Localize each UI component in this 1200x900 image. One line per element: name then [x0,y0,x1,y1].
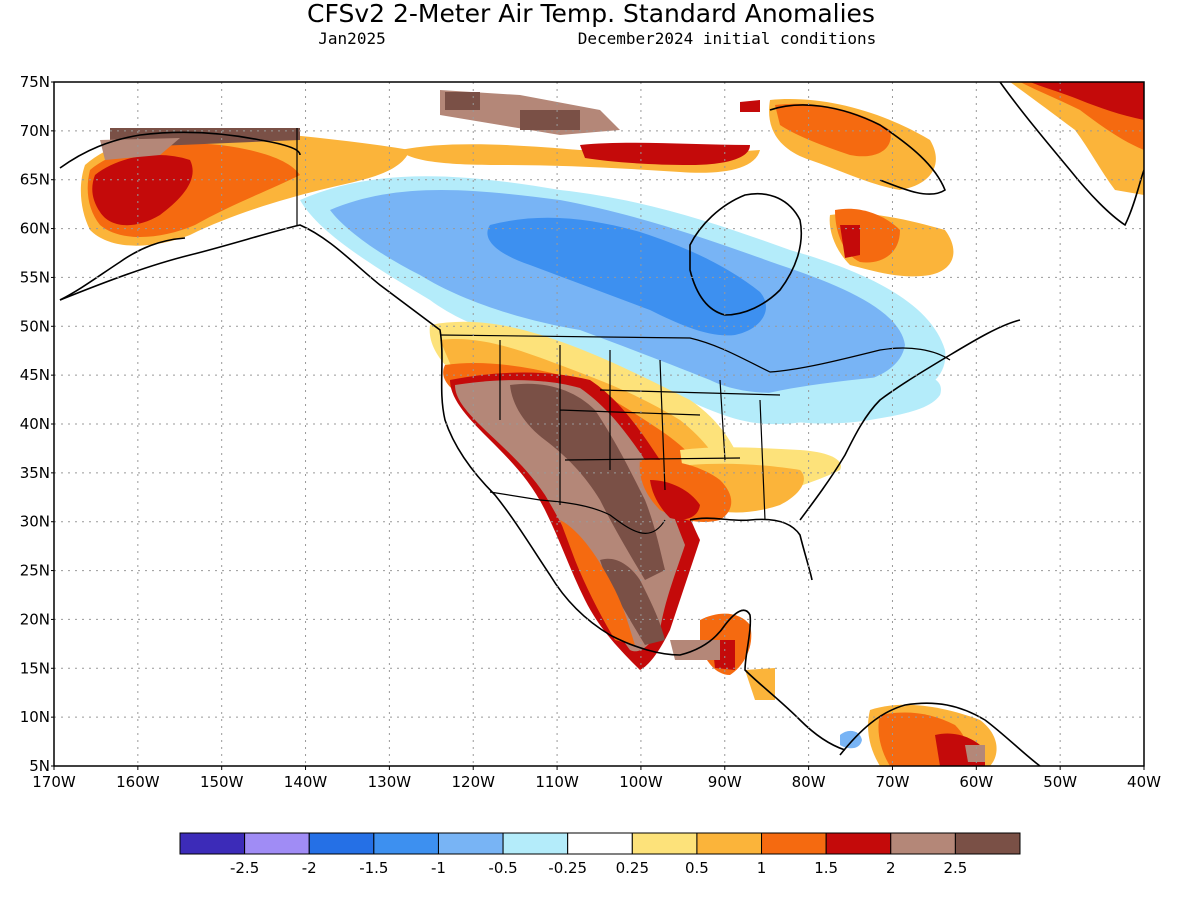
colorbar-tick-label: -1 [431,859,446,877]
map-panel: 75N 70N 65N 60N 55N 50N 45N 40N 35N 30N 25N 20N 15N 1… [20,73,1161,791]
longitude-tick-label: 160W [116,773,160,791]
colorbar-tick-label: -2.5 [230,859,259,877]
colorbar-tick-label: 2.5 [943,859,967,877]
warm-anomaly-region [520,110,580,130]
greenland-coastline [999,82,1144,227]
longitude-tick-label: 140W [284,773,328,791]
colorbar-swatch [244,832,310,855]
latitude-tick-label: 15N [20,659,50,677]
latitude-axis: 75N 70N 65N 60N 55N 50N 45N 40N 35N 30N 25N 20N 15N 1… [20,73,54,775]
political-borders [296,128,951,534]
colorbar-swatch [825,832,892,855]
colorbar-tick-label: 2 [886,859,896,877]
longitude-tick-label: 80W [792,773,826,791]
colorbar-tick-label: -0.5 [488,859,517,877]
warm-anomaly-region [560,520,635,645]
south-america-coastline [839,702,1041,766]
longitude-tick-label: 40W [1127,773,1161,791]
longitude-tick-label: 90W [708,773,742,791]
warm-anomaly-region [840,225,860,258]
colorbar-tick-label: 0.25 [616,859,649,877]
us-state-lines [499,340,781,521]
latitude-tick-label: 40N [20,415,50,433]
colorbar-tick-label: -2 [302,859,317,877]
colorbar-tick-label: 1 [757,859,767,877]
warm-anomaly-region [580,142,750,165]
latitude-tick-label: 50N [20,317,50,335]
cold-anomaly-region [487,217,766,336]
colorbar-swatch [954,832,1021,855]
cold-anomaly-region [756,374,941,424]
warm-anomaly-region [400,144,760,173]
hudson-bay-coastline [689,193,803,316]
latitude-tick-label: 10N [20,708,50,726]
colorbar-tick-label: -1.5 [359,859,388,877]
warm-anomaly-region [965,745,985,762]
colorbar-swatch [567,832,633,855]
colorbar-swatch [631,832,698,855]
longitude-tick-label: 70W [876,773,910,791]
longitude-tick-label: 100W [619,773,663,791]
warm-anomaly-region [740,100,760,112]
warm-anomaly-region [445,92,480,110]
coastlines [59,82,1144,766]
colorbar-tick-label: -0.25 [548,859,587,877]
colorbar-swatch [890,832,956,855]
latitude-tick-label: 20N [20,610,50,628]
alaska-coastline [59,131,301,301]
colorbar-swatch [373,832,439,855]
initial-conditions-label: December2024 initial conditions [578,29,877,48]
longitude-tick-label: 150W [200,773,244,791]
anomaly-shading [80,82,1144,766]
latitude-tick-label: 65N [20,171,50,189]
north-america-coastline [59,224,1021,751]
colorbar-labels: -2.5 -2 -1.5 -1 -0.5 -0.25 0.25 0.5 1 1.5 2 2.5 [230,859,967,877]
colorbar-swatch [502,832,569,855]
colorbar-swatch [437,832,504,855]
longitude-tick-label: 130W [368,773,412,791]
warm-anomaly-region [92,155,193,226]
longitude-tick-label: 50W [1043,773,1077,791]
colorbar-legend [179,832,1021,855]
colorbar-swatch [696,832,763,855]
colorbar-swatch [308,832,375,855]
us-mexico-border [489,491,666,534]
warm-anomaly-region [100,138,180,160]
latitude-tick-label: 25N [20,562,50,580]
baffin-coastline [769,104,946,195]
colorbar-swatch [179,832,246,855]
latitude-tick-label: 70N [20,122,50,140]
us-canada-border [439,334,951,373]
longitude-tick-label: 60W [959,773,993,791]
longitude-tick-label: 110W [535,773,579,791]
warm-anomaly-region [600,558,665,645]
forecast-month: Jan2025 [318,29,385,48]
warm-anomaly-region [1030,82,1144,120]
colorbar-tick-label: 1.5 [814,859,838,877]
warm-anomaly-region [650,480,700,520]
longitude-axis: 170W 160W 150W 140W 130W 120W 110W 100W 90W 80W 70… [32,766,1161,791]
latitude-tick-label: 5N [29,757,50,775]
latitude-tick-label: 35N [20,464,50,482]
latitude-tick-label: 45N [20,366,50,384]
latitude-tick-label: 75N [20,73,50,91]
longitude-tick-label: 120W [451,773,495,791]
latitude-tick-label: 60N [20,220,50,238]
latitude-tick-label: 55N [20,268,50,286]
warm-anomaly-region [510,383,665,580]
latitude-tick-label: 30N [20,513,50,531]
colorbar-tick-label: 0.5 [685,859,709,877]
figure-title: CFSv2 2-Meter Air Temp. Standard Anomali… [307,0,875,28]
longitude-tick-label: 170W [32,773,76,791]
colorbar-swatch [761,832,827,855]
